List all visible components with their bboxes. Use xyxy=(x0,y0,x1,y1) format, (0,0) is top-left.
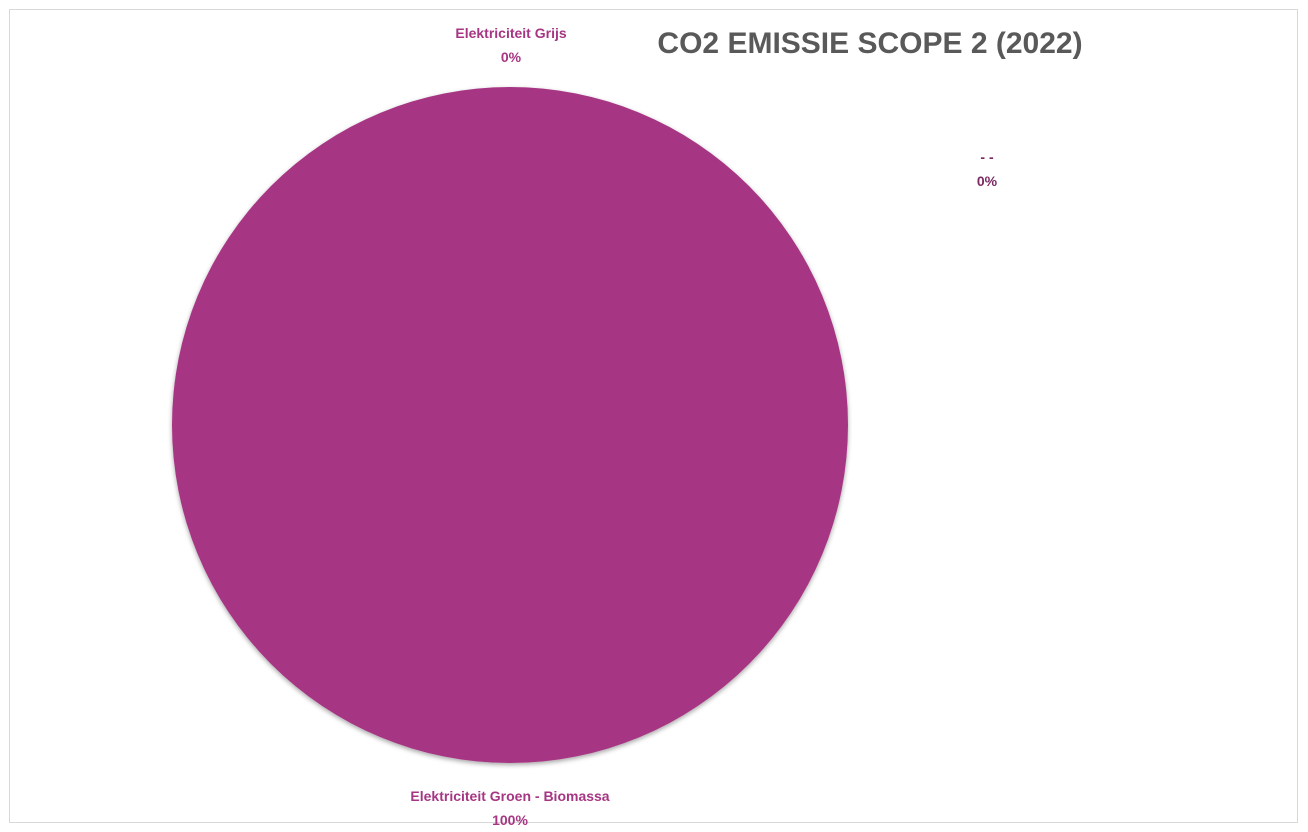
slice-label-dash-category: - - xyxy=(980,149,994,165)
pie-data-labels: Elektriciteit Groen - Biomassa 100% Elek… xyxy=(410,25,997,828)
slice-label-grijs-value: 0% xyxy=(501,49,522,65)
pie-slice-elektriciteit-groen-biomassa xyxy=(172,87,848,763)
pie-slices xyxy=(172,87,848,763)
slice-label-groen-biomassa-category: Elektriciteit Groen - Biomassa xyxy=(410,788,609,804)
slice-label-groen-biomassa-value: 100% xyxy=(492,812,528,828)
chart-title: CO2 EMISSIE SCOPE 2 (2022) xyxy=(657,27,1083,60)
slice-label-dash-value: 0% xyxy=(977,173,998,189)
slice-label-grijs-category: Elektriciteit Grijs xyxy=(455,25,566,41)
